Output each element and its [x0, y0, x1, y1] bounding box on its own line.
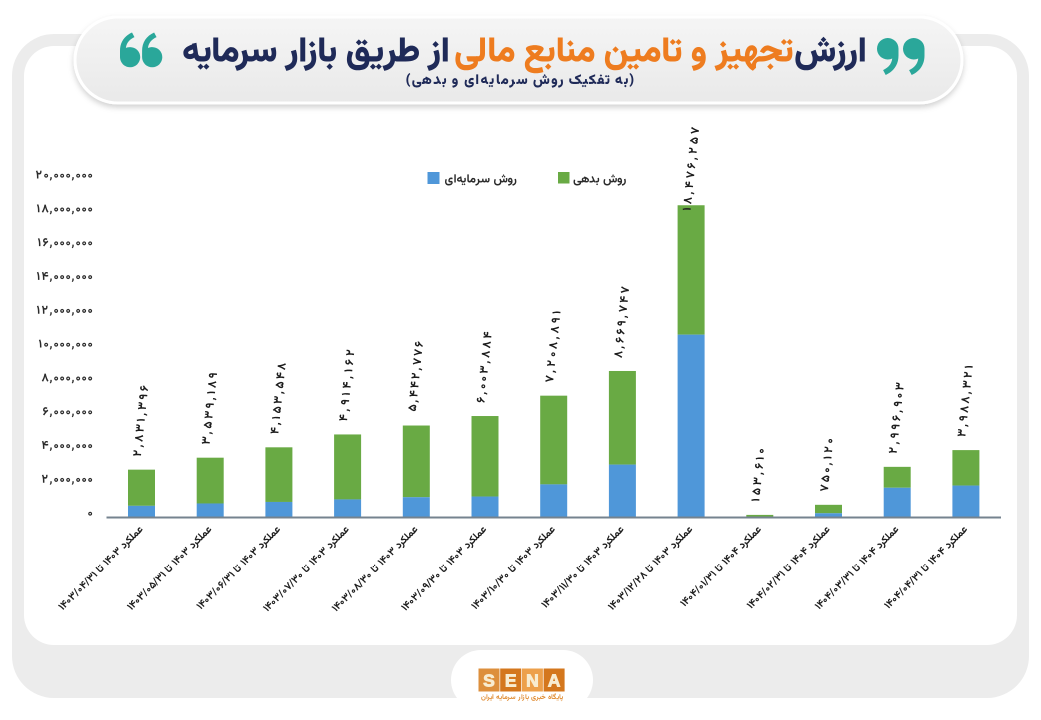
svg-text:N: N	[526, 671, 539, 691]
svg-text:A: A	[548, 671, 561, 691]
svg-text:E: E	[505, 671, 517, 691]
svg-text:S: S	[483, 671, 495, 691]
